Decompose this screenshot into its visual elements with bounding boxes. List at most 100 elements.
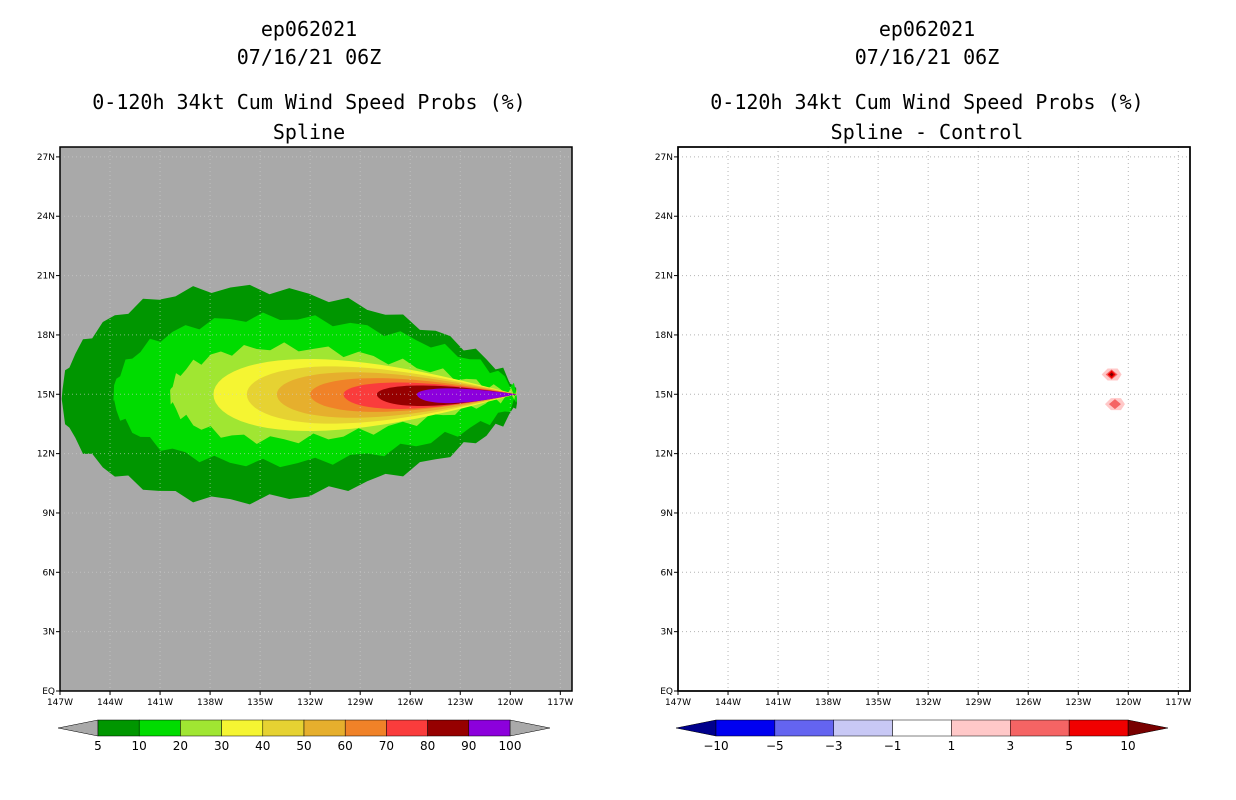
chart-subtitle: Spline	[272, 120, 346, 144]
x-tick-label: 138W	[815, 698, 841, 708]
legend-swatch	[1010, 719, 1070, 737]
legend-swatch	[386, 719, 428, 737]
legend-label: 80	[420, 739, 435, 753]
difference-chart: 147W 144W 141W 138W 135W 132W 129W 126W 123W 120W…	[655, 146, 1191, 753]
legend-label: 3	[1006, 739, 1014, 753]
storm-id: ep062021	[260, 17, 358, 41]
probability-contour-90	[416, 388, 517, 404]
legend-label: 70	[379, 739, 394, 753]
x-tick-label: 129W	[347, 698, 373, 708]
y-tick-label: 3N	[661, 628, 673, 638]
y-tick-label: 6N	[43, 568, 55, 578]
y-tick-label: 18N	[655, 331, 673, 341]
x-tick-label: 120W	[497, 698, 523, 708]
x-tick-label: 129W	[965, 698, 991, 708]
legend-label: −1	[884, 739, 902, 753]
y-tick-label: 15N	[655, 390, 673, 400]
chart-subtitle: Spline - Control	[830, 120, 1024, 144]
legend-swatch	[180, 719, 222, 737]
y-tick-label: 15N	[37, 390, 55, 400]
legend-swatch	[303, 719, 346, 737]
legend-label: 10	[1120, 739, 1135, 753]
y-tick-label: 3N	[43, 628, 55, 638]
legend-swatch	[833, 719, 893, 737]
y-tick-label: 12N	[37, 450, 55, 460]
legend-label: 90	[461, 739, 476, 753]
plot-border	[677, 146, 1191, 692]
chart-title: 0-120h 34kt Cum Wind Speed Probs (%)	[710, 90, 1144, 114]
x-tick-label: 123W	[447, 698, 473, 708]
x-tick-label: 132W	[915, 698, 941, 708]
x-tick-label: 117W	[547, 698, 573, 708]
x-tick-label: 123W	[1065, 698, 1091, 708]
y-tick-label: 27N	[655, 153, 673, 163]
storm-id: ep062021	[878, 17, 976, 41]
legend-swatch	[138, 719, 181, 737]
x-tick-label: 126W	[1015, 698, 1041, 708]
legend-swatch	[892, 719, 952, 737]
legend-label: 1	[948, 739, 956, 753]
legend-arrow-right	[509, 719, 551, 737]
y-tick-label: 6N	[661, 568, 673, 578]
x-tick-label: 135W	[247, 698, 273, 708]
legend-swatch	[1068, 719, 1129, 737]
legend-label: 5	[94, 739, 102, 753]
y-tick-label: 24N	[37, 212, 55, 222]
legend-arrow-right	[1127, 719, 1169, 737]
y-tick-label: EQ	[660, 687, 673, 697]
legend-label: 100	[499, 739, 522, 753]
x-tick-label: 138W	[197, 698, 223, 708]
legend-label: 40	[255, 739, 270, 753]
chart-title: 0-120h 34kt Cum Wind Speed Probs (%)	[92, 90, 526, 114]
legend-swatch	[344, 719, 387, 737]
x-tick-label: 147W	[665, 698, 691, 708]
legend-swatch	[97, 719, 140, 737]
legend-label: 10	[132, 739, 147, 753]
legend-arrow-left	[675, 719, 717, 737]
x-tick-label: 144W	[97, 698, 123, 708]
legend-swatch	[774, 719, 834, 737]
x-tick-label: 120W	[1115, 698, 1141, 708]
legend-label: 5	[1065, 739, 1073, 753]
y-tick-label: 24N	[655, 212, 673, 222]
legend-label: 50	[296, 739, 311, 753]
y-tick-label: 21N	[655, 272, 673, 282]
y-tick-label: 9N	[661, 509, 673, 519]
y-tick-label: 18N	[37, 331, 55, 341]
y-tick-label: 27N	[37, 153, 55, 163]
legend-swatch	[715, 719, 776, 737]
left-panel: ep062021 07/16/21 06Z 0-120h 34kt Cum Wi…	[37, 17, 574, 753]
legend-label: −5	[766, 739, 784, 753]
x-tick-label: 144W	[715, 698, 741, 708]
x-tick-label: 135W	[865, 698, 891, 708]
x-tick-label: 126W	[397, 698, 423, 708]
legend-label: −10	[703, 739, 728, 753]
legend-label: 20	[173, 739, 188, 753]
y-tick-label: 21N	[37, 272, 55, 282]
legend-swatch	[427, 719, 470, 737]
anomaly-peak	[1109, 372, 1114, 377]
legend-label: 60	[338, 739, 353, 753]
x-tick-label: 141W	[765, 698, 791, 708]
x-tick-label: 132W	[297, 698, 323, 708]
y-tick-label: EQ	[42, 687, 55, 697]
legend-arrow-left	[57, 719, 99, 737]
legend-swatch	[468, 719, 511, 737]
y-tick-label: 12N	[655, 450, 673, 460]
y-tick-label: 9N	[43, 509, 55, 519]
legend-label: 30	[214, 739, 229, 753]
right-panel: ep062021 07/16/21 06Z 0-120h 34kt Cum Wi…	[618, 0, 1236, 800]
x-tick-label: 147W	[47, 698, 73, 708]
x-tick-label: 141W	[147, 698, 173, 708]
datetime: 07/16/21 06Z	[236, 45, 382, 69]
x-tick-label: 117W	[1165, 698, 1191, 708]
legend-swatch	[262, 719, 305, 737]
legend-label: −3	[825, 739, 843, 753]
datetime: 07/16/21 06Z	[854, 45, 1000, 69]
plot-background	[678, 147, 1190, 691]
legend-swatch	[951, 719, 1011, 737]
probability-chart: 147W 144W 141W 138W 135W 132W 129W 126W 123W 120W…	[37, 146, 573, 753]
anomaly-middle	[1108, 399, 1121, 410]
plot-border	[59, 146, 573, 692]
legend-swatch	[221, 719, 264, 737]
